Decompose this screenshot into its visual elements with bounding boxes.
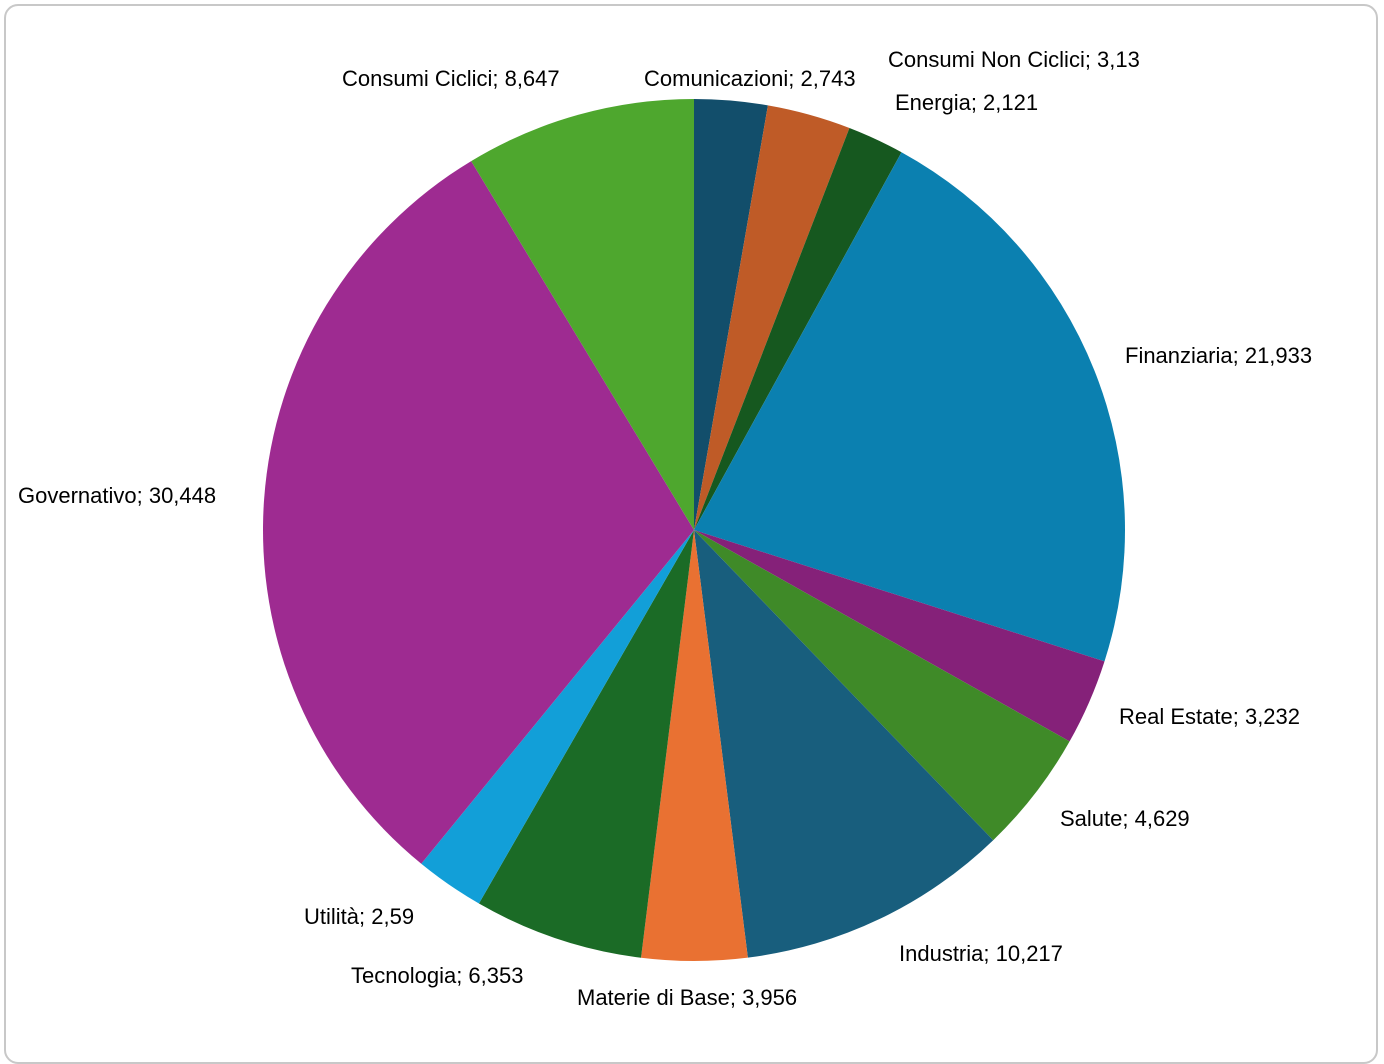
data-label-industria: Industria; 10,217 [899, 941, 1063, 966]
pie-slice-consumi-non-ciclici [694, 105, 850, 530]
data-label-salute: Salute; 4,629 [1060, 806, 1190, 831]
pie-slice-materie-di-base [641, 530, 748, 961]
pie-slice-consumi-ciclici [471, 99, 694, 530]
pie-slice-utilita [421, 530, 694, 904]
data-label-materie-di-base: Materie di Base; 3,956 [577, 985, 797, 1010]
data-label-utilita: Utilità; 2,59 [304, 904, 414, 929]
data-label-consumi-non-ciclici: Consumi Non Ciclici; 3,13 [888, 47, 1140, 72]
pie-slice-real-estate [694, 530, 1105, 742]
pie-slice-governativo [262, 161, 694, 864]
data-label-tecnologia: Tecnologia; 6,353 [351, 963, 523, 988]
pie-slice-tecnologia [478, 530, 694, 958]
pie-slice-comunicazioni [694, 99, 768, 530]
pie-slice-industria [694, 530, 994, 958]
pie-slice-energia [694, 128, 902, 530]
pie-slice-finanziaria [694, 152, 1126, 662]
data-label-finanziaria: Finanziaria; 21,933 [1125, 343, 1312, 368]
data-label-governativo: Governativo; 30,448 [18, 483, 216, 508]
pie-slice-salute [694, 530, 1070, 841]
data-label-comunicazioni: Comunicazioni; 2,743 [644, 66, 856, 91]
data-label-real-estate: Real Estate; 3,232 [1119, 704, 1300, 729]
data-label-consumi-ciclici: Consumi Ciclici; 8,647 [342, 66, 560, 91]
data-label-energia: Energia; 2,121 [895, 90, 1038, 115]
